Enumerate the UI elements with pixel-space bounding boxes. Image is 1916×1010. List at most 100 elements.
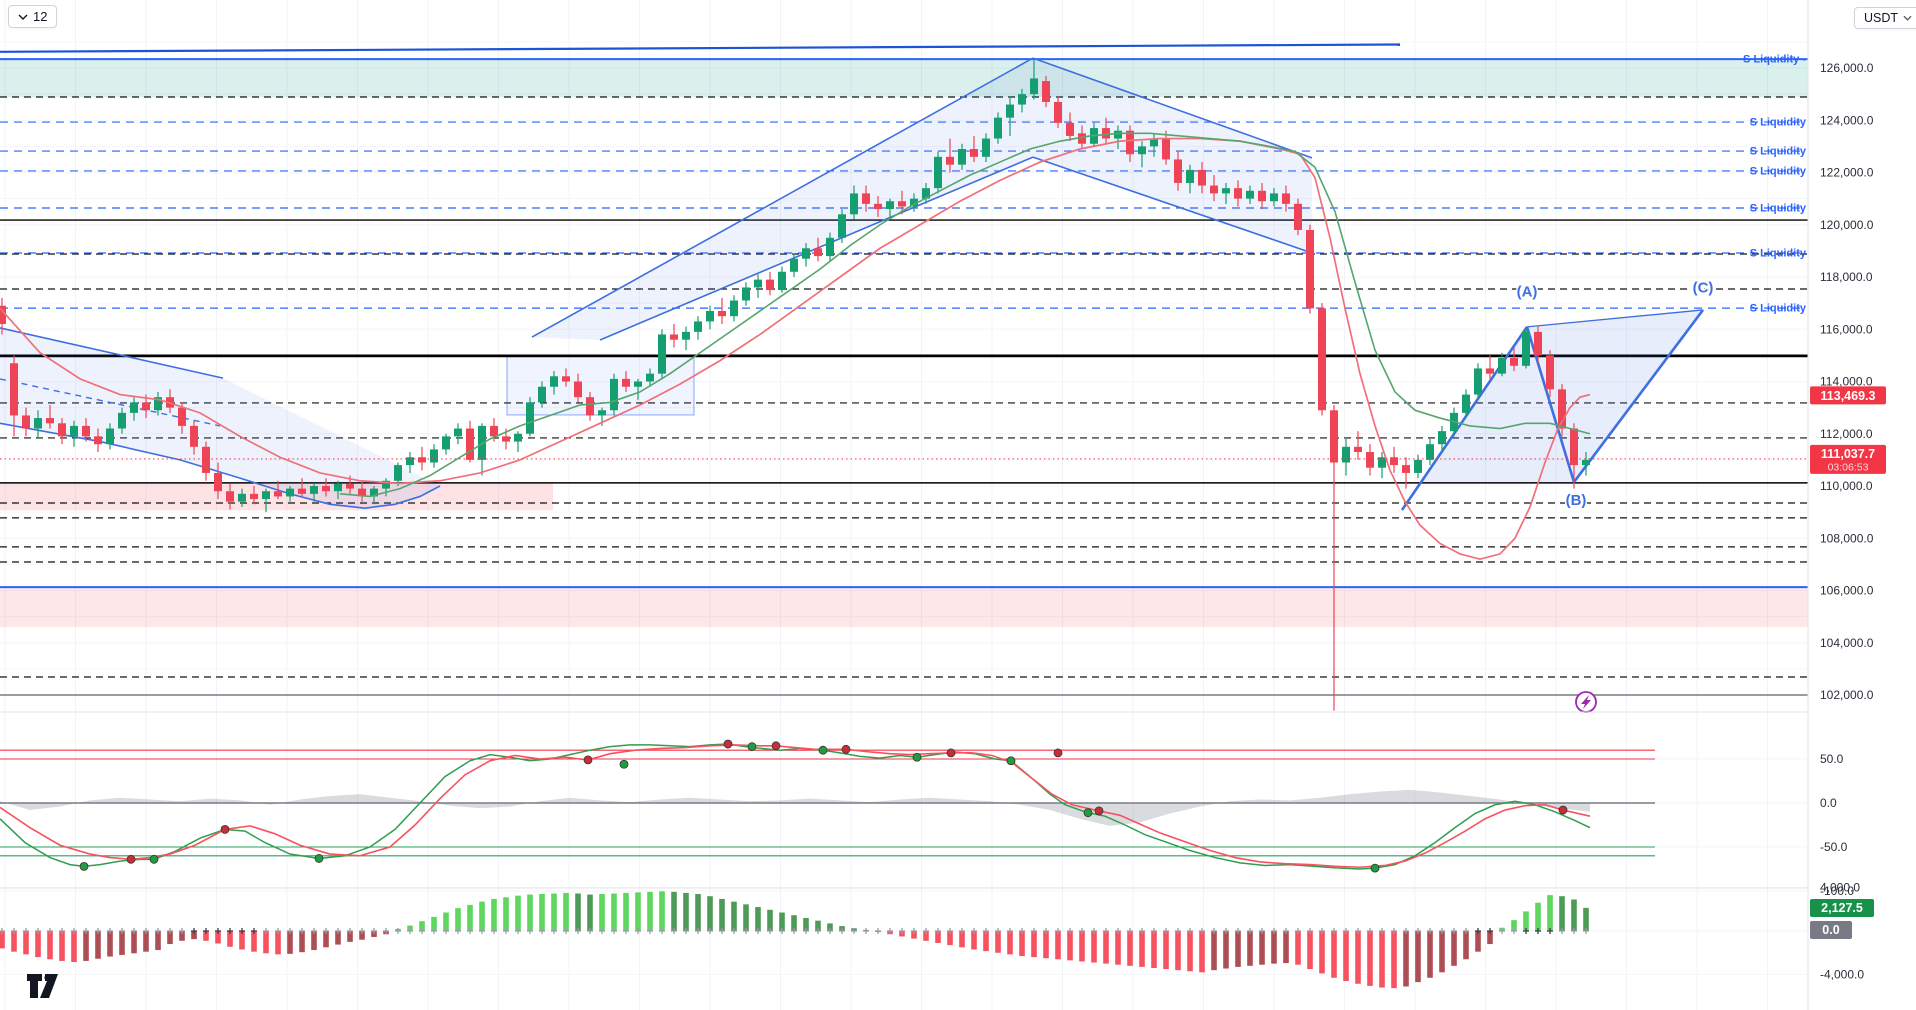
macd-histogram-bar [287, 931, 293, 954]
macd-histogram-bar [1271, 931, 1277, 964]
macd-histogram-bar [779, 912, 785, 931]
price-axis-label: 122,000.0 [1820, 166, 1874, 180]
macd-histogram-bar [611, 893, 617, 931]
macd-histogram-bar [107, 931, 113, 957]
candle-body [202, 446, 210, 473]
macd-histogram-bar [491, 898, 497, 931]
candle-body [682, 331, 690, 340]
macd-histogram-bar [1451, 931, 1457, 966]
candle-body [1126, 130, 1134, 155]
price-axis [1808, 0, 1916, 1010]
last-price-badge [1810, 444, 1886, 474]
macd-histogram-bar [587, 894, 593, 931]
macd-histogram-bar [539, 894, 545, 931]
macd-histogram-bar [1343, 931, 1349, 982]
abc-entry-line [1400, 326, 1529, 511]
last-price-text: 111,037.7 [1821, 447, 1875, 461]
candle-body [598, 410, 606, 416]
candle-body [574, 381, 582, 398]
candle-body [1210, 185, 1218, 194]
macd-histogram-bar [431, 916, 437, 931]
candle-body [94, 436, 102, 445]
candle-body [1414, 459, 1422, 473]
price-axis-label: 112,000.0 [1820, 427, 1873, 441]
candle-body [334, 483, 342, 492]
down-channel-upper-line [0, 327, 224, 379]
osc-axis-label: -100.0 [1820, 884, 1854, 898]
interval-button[interactable]: 12 [8, 5, 58, 28]
candle-body [1498, 357, 1506, 374]
macd-histogram-bar [695, 894, 701, 931]
macd-histogram-bar [1259, 931, 1265, 965]
macd-histogram-bar [815, 920, 821, 931]
candle-body [394, 465, 402, 481]
currency-label: USDT [1864, 11, 1899, 25]
macd-histogram-bar [1175, 931, 1181, 971]
macd-histogram-bar [743, 904, 749, 931]
price-axis-label: 118,000.0 [1820, 270, 1873, 284]
candle-body [1402, 465, 1410, 473]
candle-body [238, 493, 246, 502]
candle-body [970, 148, 978, 157]
candle-body [526, 402, 534, 434]
macd-histogram-bar [707, 896, 713, 931]
macd-histogram-bar [239, 931, 245, 950]
macd-histogram-bar [191, 931, 197, 940]
macd-histogram-bar [467, 904, 473, 931]
candle-body [718, 310, 726, 317]
macd-histogram-bar [971, 931, 977, 950]
macd-histogram-bar [443, 912, 449, 931]
macd-histogram-bar [455, 908, 461, 931]
candle-body [838, 214, 846, 238]
liquidity-label: S Liquidity [1750, 165, 1807, 177]
macd-histogram-bar [479, 901, 485, 931]
candle-body [178, 407, 186, 426]
candle-body [910, 198, 918, 207]
candle-body [1198, 169, 1206, 186]
sloped-trend-line [0, 43, 1401, 53]
candle-body [142, 402, 150, 411]
liquidity-label: S Liquidity - [1743, 54, 1806, 66]
candle-body [34, 418, 42, 429]
macd-histogram-bar [1439, 931, 1445, 973]
tradingview-logo[interactable] [26, 972, 72, 1005]
macd-histogram-bar [263, 931, 269, 954]
candle-body [1042, 81, 1050, 102]
osc-sell-dot [1053, 748, 1063, 758]
macd-histogram-bar [503, 897, 509, 931]
supply-zone-green-band [0, 59, 1808, 97]
osc-buy-dot [79, 861, 89, 871]
ma-line-green [339, 132, 1591, 498]
candle-body [778, 271, 786, 291]
macd-histogram-bar [1427, 931, 1433, 978]
osc-buy-dot [314, 854, 324, 863]
candle-body [1366, 452, 1374, 468]
osc-sell-dot [841, 744, 851, 754]
osc-buy-dot [1006, 756, 1016, 766]
candle-body [1138, 146, 1146, 155]
candle-body [646, 373, 654, 382]
candle-body [70, 425, 78, 437]
liquidity-label: S Liquidity [1750, 117, 1807, 129]
macd-histogram-bar [203, 931, 209, 941]
candle-body [814, 248, 822, 257]
macd-histogram-bar [1127, 931, 1133, 966]
candle-body [1378, 457, 1386, 468]
macd-histogram-bar [659, 891, 665, 931]
candle-body [418, 457, 426, 463]
macd-histogram-bar [827, 923, 833, 931]
macd-histogram-bar [563, 892, 569, 931]
macd-histogram-bar [1283, 931, 1289, 964]
macd-histogram-bar [251, 931, 257, 952]
currency-selector[interactable]: USDT [1854, 7, 1916, 29]
macd-histogram-bar [311, 931, 317, 951]
price-axis-label: 124,000.0 [1820, 113, 1874, 127]
price-axis-label: 126,000.0 [1820, 61, 1874, 75]
falling-channel-lower-line [1032, 156, 1313, 254]
candle-body [1162, 138, 1170, 160]
candle-body [610, 378, 618, 411]
candle-body [934, 156, 942, 189]
candle-body [1174, 159, 1182, 183]
candle-body [898, 201, 906, 207]
